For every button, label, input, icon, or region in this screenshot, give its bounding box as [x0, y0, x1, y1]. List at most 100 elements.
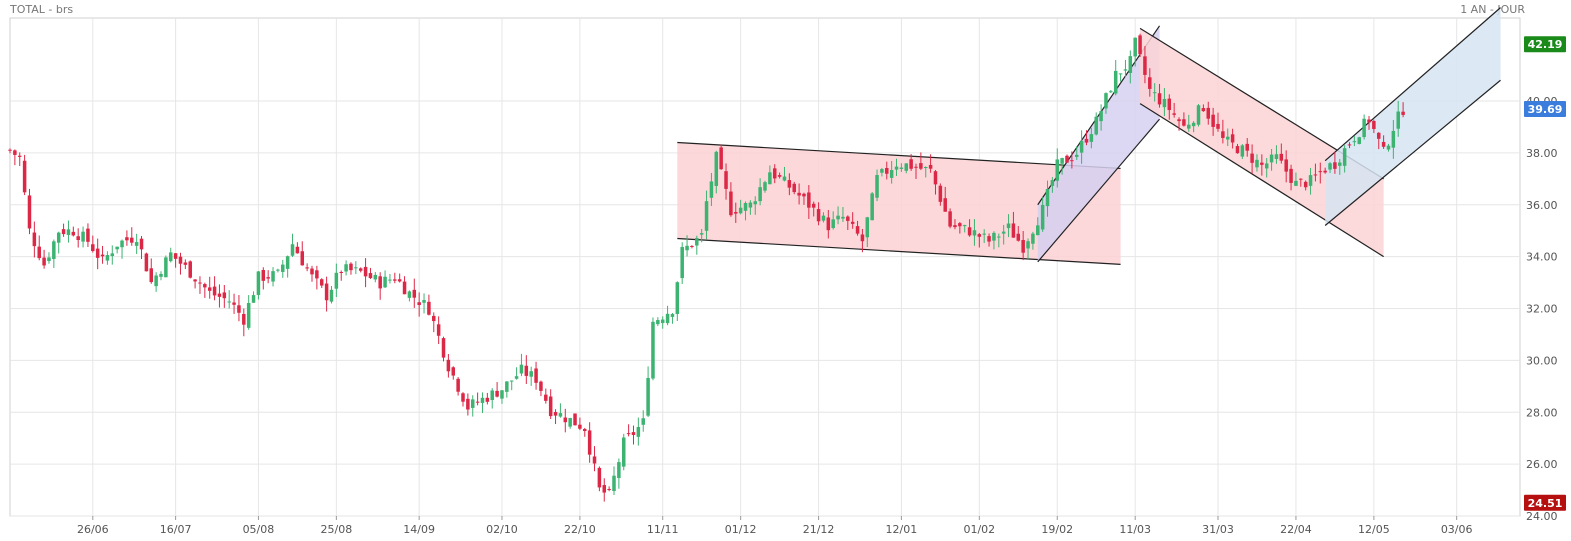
- y-tick-label: 36.00: [1526, 199, 1558, 212]
- candle-body: [480, 397, 485, 403]
- candle-body: [889, 169, 894, 178]
- candle-body: [505, 381, 509, 392]
- candle-body: [358, 268, 363, 271]
- candle-body: [8, 149, 12, 151]
- candle-body: [319, 279, 324, 286]
- candle-body: [573, 413, 577, 426]
- candle-body: [1245, 143, 1249, 151]
- candle-body: [656, 320, 660, 325]
- candle-body: [144, 253, 149, 272]
- candle-body: [256, 271, 261, 295]
- candle-body: [300, 251, 305, 266]
- candle-body: [578, 424, 582, 429]
- price-badge: [1524, 101, 1566, 118]
- x-tick-label: 31/03: [1202, 523, 1234, 536]
- candle-body: [344, 264, 348, 272]
- candle-body: [1323, 170, 1327, 173]
- candle-body: [953, 225, 957, 228]
- candle-body: [880, 169, 884, 173]
- candle-body: [461, 393, 465, 402]
- x-tick-label: 11/11: [647, 523, 679, 536]
- candle-body: [855, 226, 860, 234]
- candle-body: [37, 246, 41, 259]
- candle-body: [621, 437, 626, 467]
- candle-body: [66, 229, 71, 235]
- candle-body: [271, 271, 275, 282]
- candle-body: [339, 272, 343, 274]
- candle-body: [1065, 155, 1069, 163]
- candle-body: [159, 273, 163, 277]
- candle-body: [266, 277, 270, 279]
- candle-body: [324, 283, 329, 301]
- candle-body: [22, 160, 27, 193]
- candle-body: [295, 246, 300, 254]
- x-tick-label: 19/02: [1041, 523, 1073, 536]
- candle-body: [76, 236, 80, 241]
- candle-body: [349, 263, 353, 271]
- candle-body: [568, 418, 572, 427]
- candle-body: [1289, 168, 1293, 183]
- candle-body: [1225, 136, 1230, 140]
- candle-body: [56, 232, 61, 243]
- candle-body: [509, 380, 514, 382]
- candle-body: [992, 232, 996, 241]
- candle-body: [334, 272, 339, 289]
- candle-body: [743, 203, 748, 211]
- candle-body: [1357, 137, 1362, 144]
- period-label[interactable]: 1 AN - JOUR: [1460, 3, 1525, 16]
- recovery-channel-upper: [1324, 7, 1501, 162]
- candle-body: [251, 295, 256, 303]
- candle-body: [1362, 118, 1366, 138]
- candle-body: [943, 198, 947, 212]
- candle-body: [1143, 56, 1147, 75]
- candle-body: [310, 268, 314, 275]
- candle-body: [1040, 204, 1045, 230]
- candle-body: [212, 286, 217, 296]
- candle-body: [1138, 35, 1142, 55]
- candle-body: [699, 233, 704, 235]
- candle-body: [168, 252, 173, 262]
- candle-body: [1342, 148, 1347, 166]
- candle-body: [914, 166, 918, 168]
- candle-body: [1313, 174, 1318, 176]
- grid: [9, 17, 1521, 517]
- candle-body: [758, 187, 762, 202]
- candle-body: [519, 364, 524, 374]
- candle-body: [626, 433, 631, 435]
- candle-body: [685, 245, 689, 251]
- candle-body: [217, 293, 222, 297]
- candle-body: [821, 215, 826, 221]
- x-tick-label: 22/04: [1280, 523, 1312, 536]
- candle-body: [958, 223, 962, 227]
- candle-body: [242, 313, 246, 325]
- candle-body: [894, 166, 899, 170]
- candle-body: [232, 302, 236, 305]
- candle-body: [1055, 159, 1060, 181]
- candle-body: [1386, 145, 1391, 150]
- candle-body: [290, 244, 295, 256]
- candle-body: [724, 171, 728, 189]
- candle-body: [967, 227, 972, 236]
- candle-body: [110, 253, 115, 257]
- candle-body: [1196, 105, 1201, 125]
- x-tick-label: 21/12: [803, 523, 835, 536]
- candle-body: [544, 394, 548, 401]
- candle-body: [1235, 146, 1240, 154]
- candle-body: [193, 279, 197, 282]
- candle-body: [422, 300, 426, 303]
- candle-body: [1006, 223, 1011, 229]
- candle-body: [831, 219, 835, 229]
- candle-body: [592, 456, 597, 464]
- candle-body: [125, 237, 129, 241]
- x-tick-label: 05/08: [243, 523, 275, 536]
- candle-body: [1079, 141, 1084, 153]
- rising-channel-lower: [1037, 118, 1161, 263]
- candle-body: [1206, 107, 1211, 119]
- candle-body: [86, 228, 90, 242]
- x-tick-label: 03/06: [1441, 523, 1473, 536]
- candle-body: [982, 233, 986, 235]
- candle-body: [100, 254, 105, 257]
- candle-body: [261, 269, 266, 281]
- candle-body: [846, 216, 850, 221]
- candle-body: [139, 238, 144, 250]
